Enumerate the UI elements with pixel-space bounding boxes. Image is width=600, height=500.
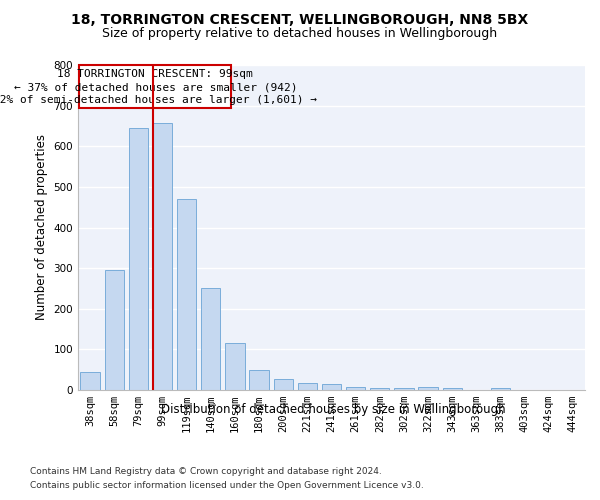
Text: Contains HM Land Registry data © Crown copyright and database right 2024.: Contains HM Land Registry data © Crown c… bbox=[30, 468, 382, 476]
Bar bbox=[346, 387, 365, 390]
Bar bbox=[322, 384, 341, 390]
Bar bbox=[225, 344, 245, 390]
FancyBboxPatch shape bbox=[79, 65, 232, 108]
Bar bbox=[104, 270, 124, 390]
Bar bbox=[443, 388, 462, 390]
Bar bbox=[394, 388, 413, 390]
Bar bbox=[418, 387, 438, 390]
Bar bbox=[370, 388, 389, 390]
Text: 18 TORRINGTON CRESCENT: 99sqm: 18 TORRINGTON CRESCENT: 99sqm bbox=[58, 69, 253, 79]
Bar bbox=[274, 378, 293, 390]
Bar bbox=[298, 382, 317, 390]
Text: 62% of semi-detached houses are larger (1,601) →: 62% of semi-detached houses are larger (… bbox=[0, 95, 317, 105]
Text: Size of property relative to detached houses in Wellingborough: Size of property relative to detached ho… bbox=[103, 28, 497, 40]
Text: Distribution of detached houses by size in Wellingborough: Distribution of detached houses by size … bbox=[161, 402, 505, 415]
Bar bbox=[177, 199, 196, 390]
Text: ← 37% of detached houses are smaller (942): ← 37% of detached houses are smaller (94… bbox=[14, 82, 297, 92]
Bar bbox=[80, 372, 100, 390]
Bar bbox=[153, 122, 172, 390]
Text: 18, TORRINGTON CRESCENT, WELLINGBOROUGH, NN8 5BX: 18, TORRINGTON CRESCENT, WELLINGBOROUGH,… bbox=[71, 12, 529, 26]
Y-axis label: Number of detached properties: Number of detached properties bbox=[35, 134, 48, 320]
Bar bbox=[250, 370, 269, 390]
Bar bbox=[128, 128, 148, 390]
Bar bbox=[201, 288, 220, 390]
Text: Contains public sector information licensed under the Open Government Licence v3: Contains public sector information licen… bbox=[30, 481, 424, 490]
Bar bbox=[491, 388, 510, 390]
